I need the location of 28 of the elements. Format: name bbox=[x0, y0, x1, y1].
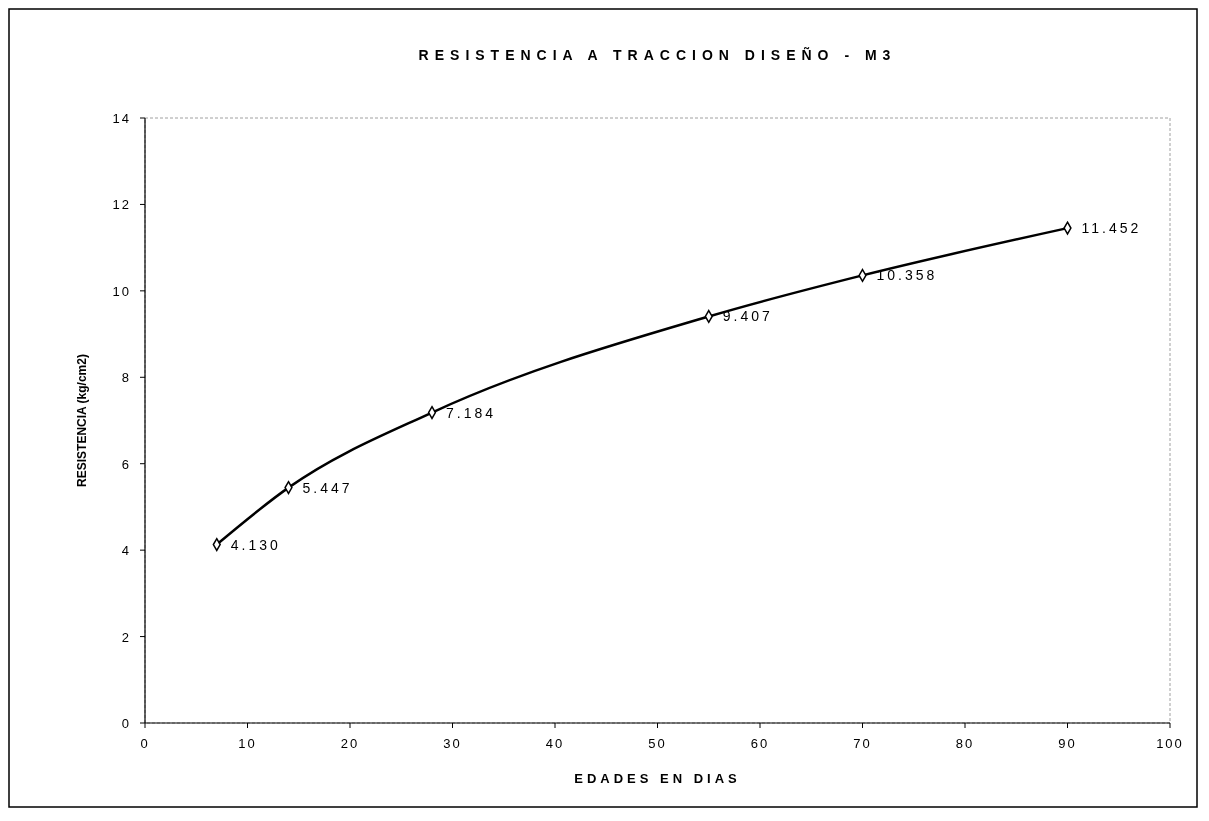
x-tick-label: 50 bbox=[648, 736, 667, 751]
y-tick-label: 0 bbox=[121, 716, 131, 731]
data-label: 9.407 bbox=[722, 308, 773, 325]
y-tick-label: 12 bbox=[112, 197, 131, 213]
data-label: 5.447 bbox=[302, 479, 353, 496]
x-tick-label: 40 bbox=[545, 736, 565, 751]
x-tick-label: 10 bbox=[238, 736, 257, 751]
x-tick-label: 90 bbox=[1058, 736, 1077, 751]
x-tick-label: 70 bbox=[853, 736, 872, 751]
y-tick-label: 6 bbox=[121, 456, 131, 472]
y-tick-label: 4 bbox=[121, 543, 131, 559]
x-tick-label: 30 bbox=[443, 736, 462, 751]
x-tick-label: 0 bbox=[140, 736, 150, 751]
data-label: 10.358 bbox=[876, 267, 938, 284]
data-label: 4.130 bbox=[230, 536, 281, 553]
x-tick-label: 20 bbox=[340, 736, 360, 751]
y-tick-label: 8 bbox=[121, 370, 131, 386]
x-tick-label: 60 bbox=[750, 736, 770, 751]
y-tick-label: 14 bbox=[112, 111, 131, 126]
chart-title: RESISTENCIA A TRACCION DISEÑO - M3 bbox=[418, 46, 897, 63]
data-label: 11.452 bbox=[1081, 220, 1142, 237]
x-axis-title: EDADES EN DIAS bbox=[574, 771, 741, 786]
data-label: 7.184 bbox=[446, 404, 497, 421]
y-axis-title: RESISTENCIA (kg/cm2) bbox=[75, 354, 89, 487]
x-tick-label: 80 bbox=[955, 736, 975, 751]
y-tick-label: 10 bbox=[112, 283, 131, 299]
x-tick-label: 100 bbox=[1156, 736, 1184, 751]
y-tick-label: 2 bbox=[121, 629, 131, 645]
